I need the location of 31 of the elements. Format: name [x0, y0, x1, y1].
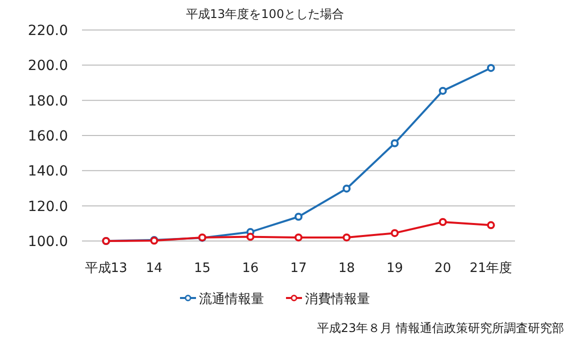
- text: 平成23年８月 情報通信政策研究所調査研究部: [316, 321, 564, 335]
- y-tick-label: 100.0: [28, 234, 68, 250]
- x-tick-label: 17: [290, 261, 307, 276]
- point: [246, 232, 254, 241]
- x-tick-label: 19: [386, 261, 403, 276]
- x-tick-label: 16: [242, 261, 259, 276]
- legend-label: 消費情報量: [305, 292, 370, 307]
- point: [342, 233, 351, 242]
- legend-label: 流通情報量: [199, 291, 264, 307]
- y-tick-label: 200.0: [28, 58, 68, 74]
- y-tick-label: 140.0: [28, 164, 68, 180]
- point: [294, 233, 302, 242]
- x-tick-label: 20: [434, 261, 452, 276]
- point: [294, 212, 302, 221]
- point: [486, 221, 495, 230]
- chart-title: 平成13年度を100とした場合: [186, 7, 344, 21]
- point: [438, 218, 447, 226]
- point: [486, 64, 495, 72]
- x-tick-label: 平成13: [84, 261, 128, 276]
- point: [438, 86, 447, 95]
- x-tick-label: 15: [194, 261, 211, 276]
- y-tick-label: 180.0: [28, 93, 68, 110]
- y-tick-label: 220.0: [28, 23, 68, 39]
- point: [342, 184, 351, 193]
- point: [390, 139, 399, 148]
- x-tick-label: 14: [146, 261, 162, 276]
- point: [390, 229, 399, 238]
- y-tick-label: 160.0: [28, 128, 68, 144]
- x-tick-label: 18: [338, 261, 355, 276]
- y-tick-label: 120.0: [28, 198, 68, 215]
- x-tick-label: 21年度: [470, 260, 512, 276]
